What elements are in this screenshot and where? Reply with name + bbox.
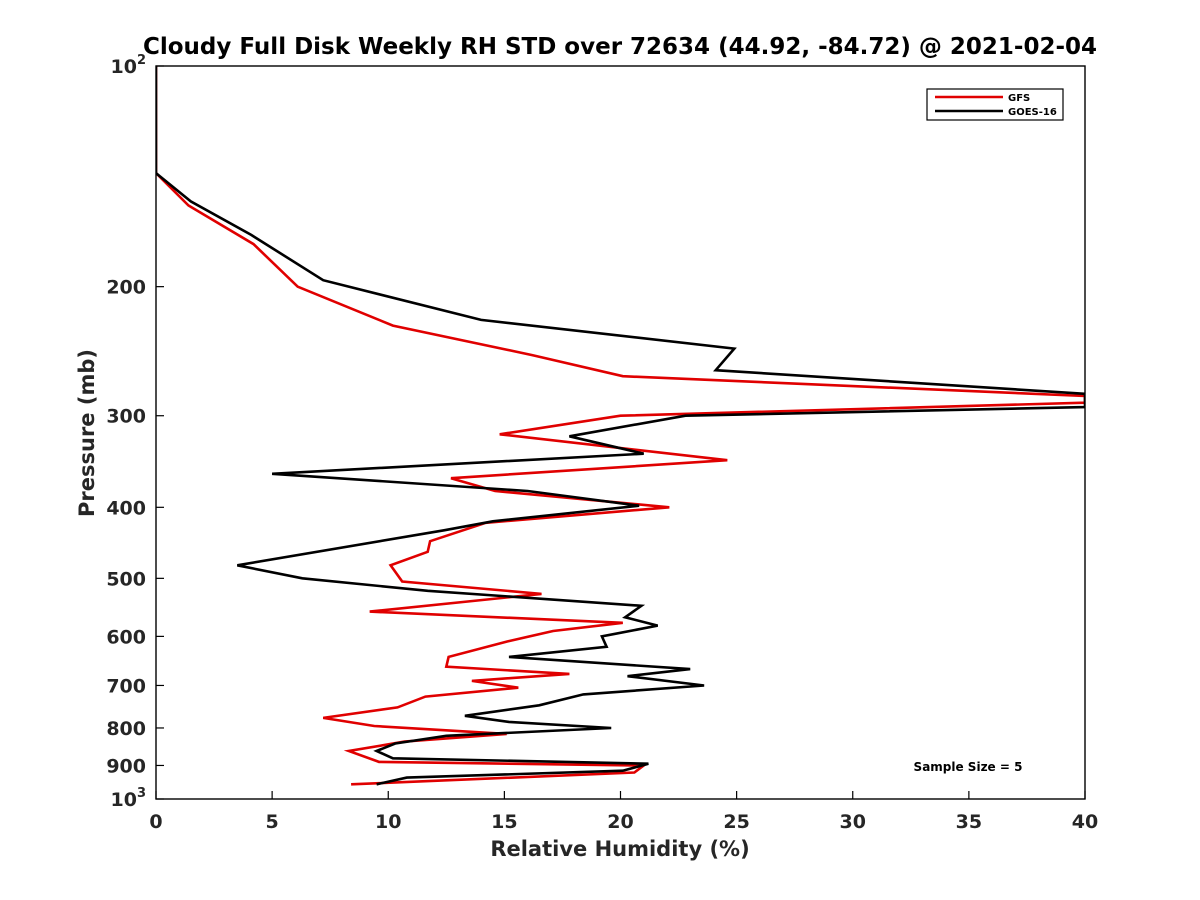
- x-tick-label: 20: [607, 811, 633, 833]
- y-tick-label: 900: [106, 755, 146, 777]
- y-tick-label: 102: [111, 53, 147, 78]
- y-tick-label: 300: [106, 406, 146, 428]
- x-tick-label: 30: [840, 811, 866, 833]
- legend: GFS GOES-16: [926, 88, 1064, 121]
- y-tick-label: 800: [106, 718, 146, 740]
- x-tick-label: 25: [723, 811, 749, 833]
- x-tick-label: 15: [491, 811, 517, 833]
- series-line-goes16: [156, 66, 1085, 786]
- legend-label-goes16: GOES-16: [1008, 107, 1057, 118]
- y-tick-label: 600: [106, 626, 146, 648]
- x-tick-label: 35: [956, 811, 982, 833]
- chart-title: Cloudy Full Disk Weekly RH STD over 7263…: [143, 34, 1097, 60]
- x-tick-label: 0: [149, 811, 162, 833]
- y-axis-label: Pressure (mb): [75, 349, 99, 517]
- x-tick-label: 40: [1072, 811, 1098, 833]
- y-ticks: 102 200 300 400 500 600 700 800 900 103: [106, 53, 164, 811]
- y-tick-label: 400: [106, 497, 146, 519]
- legend-label-gfs: GFS: [1008, 93, 1030, 104]
- y-tick-label: 103: [111, 786, 147, 811]
- y-tick-label: 200: [106, 277, 146, 299]
- legend-box: [926, 88, 1064, 121]
- y-tick-label: 500: [106, 568, 146, 590]
- x-tick-label: 10: [375, 811, 401, 833]
- y-tick-label: 700: [106, 675, 146, 697]
- x-tick-label: 5: [266, 811, 279, 833]
- series-line-gfs: [156, 66, 1085, 786]
- x-axis-label: Relative Humidity (%): [490, 837, 749, 861]
- sample-size-annotation: Sample Size = 5: [914, 760, 1023, 774]
- axes-frame: [155, 65, 1086, 800]
- x-ticks: 0 5 10 15 20 25 30 35 40: [149, 791, 1098, 833]
- series-layer: [156, 66, 1085, 786]
